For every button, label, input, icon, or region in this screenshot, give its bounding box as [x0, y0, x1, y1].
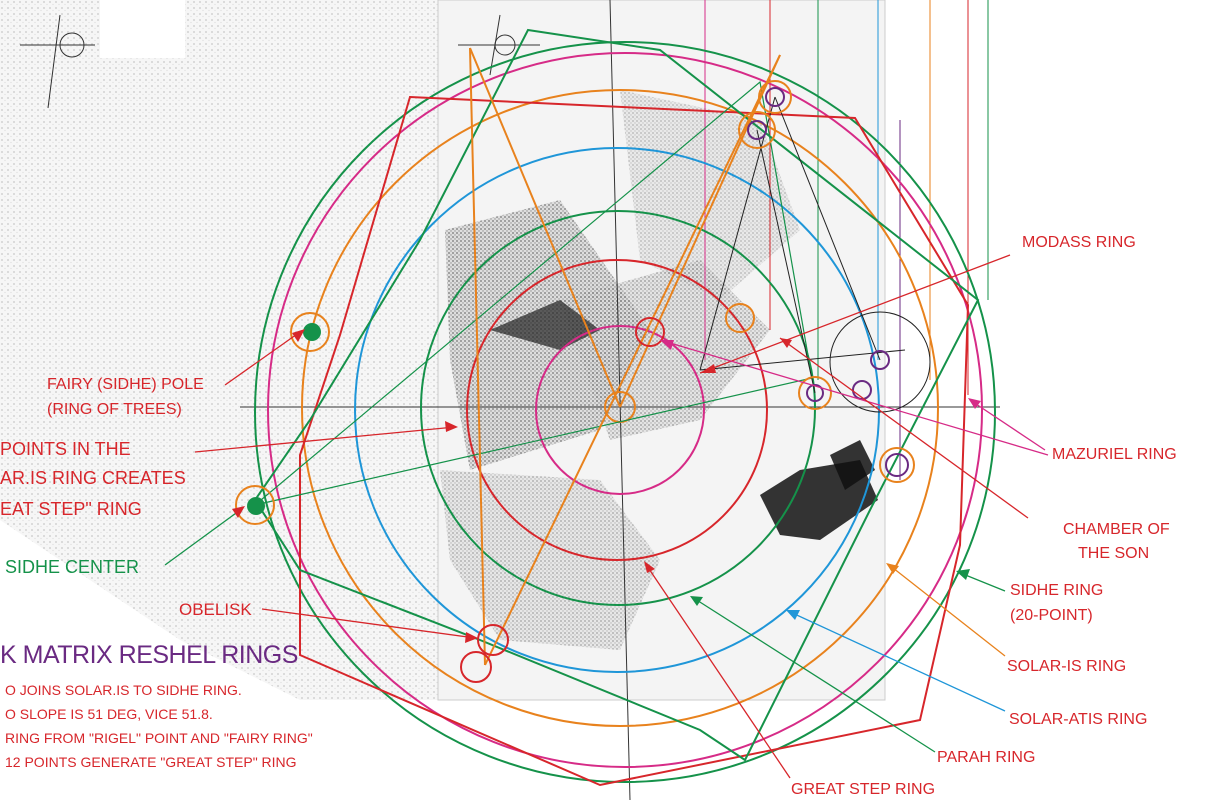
label-points-line2: AR.IS RING CREATES	[0, 468, 186, 488]
label-chamber-line2: THE SON	[1078, 545, 1150, 562]
label-points-line3: EAT STEP" RING	[0, 499, 142, 519]
star-lines	[469, 47, 781, 666]
mazuriel-ring	[267, 52, 983, 768]
label-mazuriel-ring: MAZURIEL RING	[1052, 446, 1177, 463]
sidhe-ring-outer	[254, 41, 996, 783]
great-step-ring	[466, 259, 768, 561]
label-obelisk: OBELISK	[179, 600, 252, 619]
note-line-3: RING FROM "RIGEL" POINT AND "FAIRY RING"	[5, 730, 313, 746]
label-great-step-ring: GREAT STEP RING	[791, 781, 936, 798]
solar-is-ring	[301, 89, 939, 727]
label-fairy-pole-line2: (RING OF TREES)	[47, 401, 182, 418]
label-sidhe-center: SIDHE CENTER	[5, 557, 140, 577]
label-solar-atis-ring: SOLAR-ATIS RING	[1009, 711, 1148, 728]
label-points-line1: POINTS IN THE	[0, 439, 131, 459]
note-line-1: O JOINS SOLAR.IS TO SIDHE RING.	[5, 682, 242, 698]
label-parah-ring: PARAH RING	[937, 749, 1036, 766]
chamber-ring	[829, 311, 931, 413]
green-polygon	[253, 28, 980, 762]
label-sidhe-ring-line2: (20-POINT)	[1010, 607, 1093, 624]
label-chamber-line1: CHAMBER OF	[1063, 521, 1170, 538]
black-lines	[699, 96, 906, 394]
label-modass-ring: MODASS RING	[1022, 234, 1136, 251]
label-fairy-pole-line1: FAIRY (SIDHE) POLE	[47, 376, 204, 393]
label-sidhe-ring-line1: SIDHE RING	[1010, 582, 1104, 599]
note-line-4: 12 POINTS GENERATE "GREAT STEP" RING	[5, 754, 297, 770]
guide-lines	[704, 0, 989, 480]
label-solar-is-ring: SOLAR-IS RING	[1007, 658, 1127, 675]
map-background	[0, 0, 886, 701]
markers	[235, 80, 915, 683]
polygons	[253, 28, 980, 787]
red-polygon	[299, 95, 970, 787]
leader-arrows	[164, 254, 1049, 779]
note-line-2: O SLOPE IS 51 DEG, VICE 51.8.	[5, 706, 213, 722]
diagram-title: K MATRIX RESHEL RINGS	[0, 641, 298, 669]
modass-ring	[535, 325, 705, 495]
